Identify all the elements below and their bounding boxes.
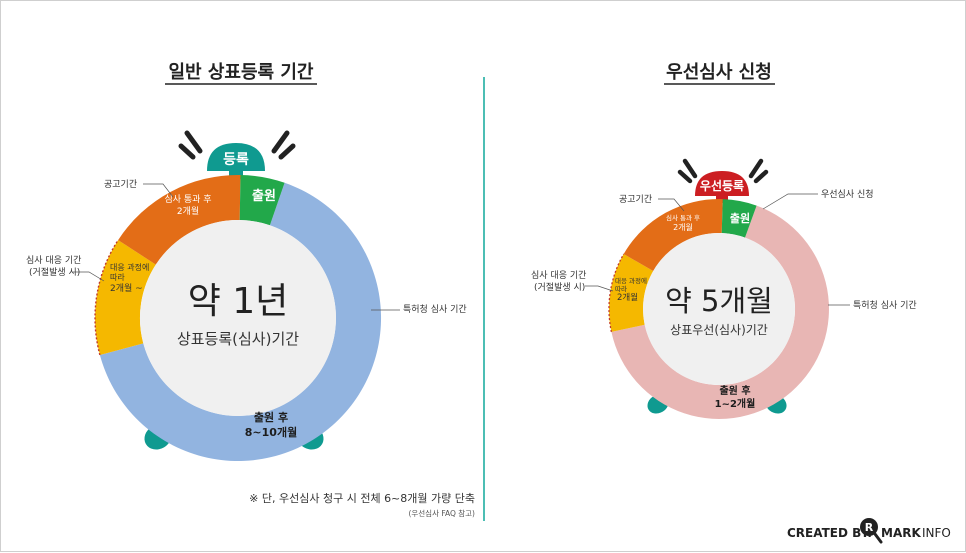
left-seg-review (99, 182, 382, 462)
left-footnote-source: (우선심사 FAQ 참고) (408, 508, 475, 518)
left-seg-chulwon (239, 175, 285, 226)
credit-brand-info: INFO (922, 526, 951, 540)
right-center-sub: 상표우선(심사)기간 (670, 323, 768, 337)
right-seg-gonggo-label-2: 2개월 (673, 222, 693, 232)
left-seg-review-label-1: 출원 후 (254, 410, 288, 424)
left-donut (94, 174, 382, 462)
right-callout-response-line (585, 285, 614, 292)
credit-created-by: CREATED BY. (787, 526, 872, 540)
right-panel: 우선심사 신청 우선등록 (531, 62, 917, 419)
right-inner-circle (643, 233, 795, 385)
left-panel: 일반 상표등록 기간 등록 (26, 62, 475, 518)
left-callout-gonggo-line (143, 183, 174, 198)
left-seg-chulwon-label: 출원 (252, 188, 276, 204)
left-seg-response-label-1: 대응 과정에 (110, 262, 149, 272)
ring-line-icon (178, 130, 296, 160)
left-callout-gonggo: 공고기간 (104, 179, 137, 190)
left-seg-response-label-3: 2개월 ~ (110, 282, 143, 294)
credit-brand-mark: MARK (881, 526, 921, 540)
left-callout-review: 특허청 심사 기간 (403, 304, 467, 315)
brand-r-magnifier-icon: R (860, 518, 883, 544)
left-callout-response-line (73, 271, 105, 282)
right-seg-review (611, 205, 829, 419)
alarm-bell-icon: 등록 (207, 143, 265, 179)
right-seg-gonggo (623, 199, 723, 271)
left-bell-label: 등록 (223, 152, 249, 168)
left-seg-gonggo (118, 174, 241, 265)
left-seg-review-label-2: 8~10개월 (245, 425, 297, 439)
credit: CREATED BY. R MARK INFO (787, 518, 951, 544)
left-footnote: ※ 단, 우선심사 청구 시 전체 6~8개월 가량 단축 (249, 492, 475, 505)
right-seg-response-label-1: 대응 과정에 (615, 276, 647, 285)
right-callout-response-2: (거절발생 시) (534, 281, 585, 293)
left-title: 일반 상표등록 기간 (168, 62, 313, 83)
right-seg-review-label-2: 1~2개월 (715, 397, 756, 410)
right-seg-chulwon-label: 출원 (730, 211, 750, 225)
right-donut (608, 199, 829, 419)
right-center-main: 약 5개월 (665, 284, 773, 318)
left-seg-gonggo-label-2: 2개월 (177, 205, 199, 217)
right-seg-response-label-3: 2개월 (617, 292, 638, 303)
right-callout-gonggo: 공고기간 (619, 194, 652, 205)
ring-line-icon (677, 158, 769, 184)
left-inner-circle (140, 220, 336, 416)
right-callout-priority: 우선심사 신청 (821, 189, 874, 200)
right-seg-gonggo-label-1: 심사 통과 후 (666, 213, 700, 222)
left-response-dotted-edge (94, 239, 119, 356)
left-center-main: 약 1년 (188, 281, 289, 322)
left-callout-response-2: (거절발생 시) (29, 266, 80, 278)
left-center-sub: 상표등록(심사)기간 (177, 330, 299, 348)
right-seg-response (608, 254, 654, 332)
right-seg-review-label-1: 출원 후 (719, 384, 750, 397)
right-callout-response-1: 심사 대응 기간 (531, 270, 586, 281)
left-callout-response-1: 심사 대응 기간 (26, 255, 81, 266)
left-seg-gonggo-label-1: 심사 통과 후 (164, 194, 211, 205)
left-seg-response (95, 240, 156, 355)
right-callout-review: 특허청 심사 기간 (853, 300, 917, 311)
alarm-bell-icon: 우선등록 (695, 171, 749, 203)
right-callout-priority-line (762, 193, 818, 210)
left-seg-response-label-2: 따라 (110, 273, 125, 282)
right-bell-label: 우선등록 (700, 178, 744, 193)
right-seg-chulwon (721, 199, 757, 238)
right-seg-response-label-2: 따라 (615, 284, 627, 293)
right-title: 우선심사 신청 (666, 62, 772, 83)
right-callout-gonggo-line (658, 198, 685, 212)
credit-brand-r: R (865, 521, 874, 534)
right-response-dotted-edge (608, 253, 625, 333)
